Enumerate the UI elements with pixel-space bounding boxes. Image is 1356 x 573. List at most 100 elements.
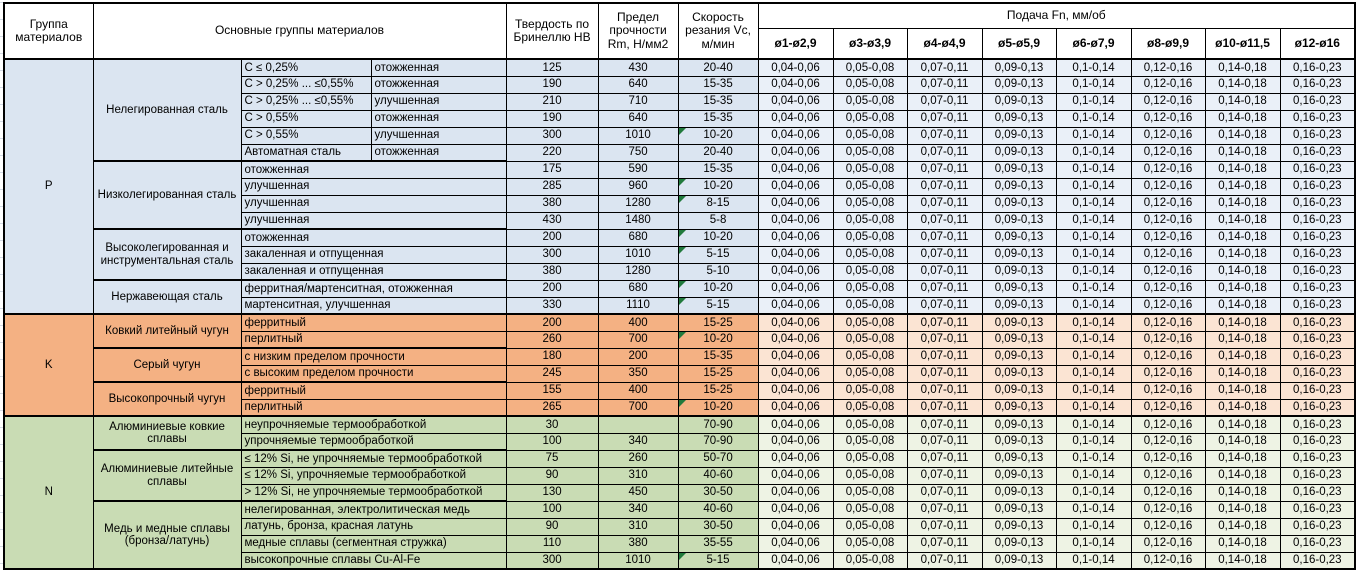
feed-value-cell: 0,05-0,08 [832,398,908,417]
speed-value-cell: 30-50 [677,517,759,536]
feed-value-cell: 0,04-0,06 [757,483,834,502]
speed-value-cell: 5-15 [677,245,759,264]
hardness-value-cell: 180 [505,347,599,366]
feed-value-cell: 0,07-0,11 [906,228,983,247]
strength-value-cell: 310 [597,517,679,536]
speed-value-cell: 40-60 [677,500,759,519]
strength-value-cell: 1280 [597,262,679,281]
feed-value-cell: 0,07-0,11 [906,143,983,162]
feed-value-cell: 0,12-0,16 [1130,347,1206,366]
feed-value-cell: 0,12-0,16 [1130,313,1206,332]
hardness-value-cell: 300 [505,126,599,145]
header-feed-diameter: ø10-ø11,5 [1204,27,1281,60]
hardness-value-cell: 300 [505,245,599,264]
header-main-groups: Основные группы материалов [92,2,507,60]
feed-value-cell: 0,14-0,18 [1204,75,1281,94]
feed-value-cell: 0,07-0,11 [906,330,983,349]
subgroup-name-cell: Нержавеющая сталь [92,279,242,315]
table-row: Нержавеющая сталь ферритная/мартенситная,… [4,279,1356,315]
feed-value-cell: 0,1-0,14 [1055,126,1132,145]
feed-value-cell: 0,07-0,11 [906,313,983,332]
hardness-value-cell: 190 [505,75,599,94]
feed-value-cell: 0,16-0,23 [1279,449,1356,468]
feed-value-cell: 0,05-0,08 [832,500,908,519]
error-flag-triangle-icon [679,230,686,237]
feed-value-cell: 0,09-0,13 [981,109,1057,128]
feed-value-cell: 0,14-0,18 [1204,551,1281,570]
feed-value-cell: 0,16-0,23 [1279,126,1356,145]
feed-value-cell: 0,1-0,14 [1055,194,1132,213]
material-desc-cell: латунь, бронза, красная латунь [240,517,507,536]
table-row: K Ковкий литейный чугун ферритный 200 400 15-… [3,313,1356,417]
hardness-value-cell: 330 [505,296,599,315]
feed-value-cell: 0,05-0,08 [832,160,908,179]
feed-value-cell: 0,12-0,16 [1130,398,1206,417]
material-desc-cell: ферритный [240,313,507,332]
feed-value-cell: 0,12-0,16 [1130,211,1206,230]
feed-value-cell: 0,07-0,11 [906,364,983,383]
table-row: латунь, бронза, красная латунь 90 310 30-50… [4,517,1356,536]
subgroup-name-cell: Медь и медные сплавы (бронза/латунь) [92,500,242,570]
error-flag-triangle-icon [679,400,686,407]
subgroup-name-cell: Высокопрочный чугун [92,381,242,417]
feed-value-cell: 0,04-0,06 [757,245,834,264]
table-row: Автоматная сталь отожженная 220 750 20-40 0,0… [4,143,1356,162]
feed-value-cell: 0,04-0,06 [757,177,834,196]
hardness-value-cell: 285 [505,177,599,196]
speed-value-cell: 5-15 [677,551,759,570]
speed-value-cell: 5-8 [677,211,759,230]
feed-value-cell: 0,05-0,08 [832,75,908,94]
feed-value-cell: 0,05-0,08 [832,194,908,213]
feed-value-cell: 0,16-0,23 [1279,313,1356,332]
feed-value-cell: 0,1-0,14 [1055,228,1132,247]
feed-value-cell: 0,05-0,08 [832,415,908,434]
hardness-value-cell: 245 [505,364,599,383]
feed-value-cell: 0,1-0,14 [1055,92,1132,111]
table-row: Медь и медные сплавы (бронза/латунь) неле… [4,500,1356,570]
feed-value-cell: 0,09-0,13 [981,483,1057,502]
material-desc-cell: высокопрочные сплавы Cu-Al-Fe [240,551,507,570]
feed-value-cell: 0,07-0,11 [906,466,983,485]
feed-value-cell: 0,04-0,06 [757,126,834,145]
feed-value-cell: 0,16-0,23 [1279,551,1356,570]
strength-value-cell: 750 [597,143,679,162]
strength-value-cell: 700 [597,330,679,349]
feed-value-cell: 0,1-0,14 [1055,500,1132,519]
hardness-value-cell: 430 [505,211,599,230]
strength-value-cell: 310 [597,466,679,485]
feed-value-cell: 0,04-0,06 [757,58,834,77]
feed-value-cell: 0,09-0,13 [981,245,1057,264]
feed-value-cell: 0,04-0,06 [757,466,834,485]
feed-value-cell: 0,09-0,13 [981,126,1057,145]
material-spec-cell: C > 0,25% ... ≤0,55% [240,92,372,111]
feed-value-cell: 0,07-0,11 [906,534,983,553]
feed-value-cell: 0,16-0,23 [1279,432,1356,451]
group-code-cell: K [3,313,94,417]
material-state-cell: отожженная [370,58,507,77]
feed-value-cell: 0,14-0,18 [1204,296,1281,315]
speed-value-cell: 20-40 [677,58,759,77]
table-row: улучшенная 430 1480 5-8 0,04-0,06 0,05-0,08 0,… [4,211,1356,230]
feed-value-cell: 0,14-0,18 [1204,109,1281,128]
feed-value-cell: 0,09-0,13 [981,228,1057,247]
feed-value-cell: 0,07-0,11 [906,92,983,111]
material-desc-cell: отожженная [240,160,507,179]
header-feed-diameter: ø8-ø9,9 [1130,27,1206,60]
feed-value-cell: 0,1-0,14 [1055,432,1132,451]
material-desc-cell: нелегированная, электролитическая медь [240,500,507,519]
feed-value-cell: 0,07-0,11 [906,75,983,94]
table-row: высокопрочные сплавы Cu-Al-Fe 300 1010 5-15… [4,551,1356,570]
feed-value-cell: 0,14-0,18 [1204,330,1281,349]
speed-value-cell: 10-20 [677,228,759,247]
header-feed-diameter: ø12-ø16 [1279,27,1356,60]
subgroup-name-cell: Нелегированная сталь [92,58,242,162]
feed-value-cell: 0,16-0,23 [1279,364,1356,383]
feed-value-cell: 0,04-0,06 [757,449,834,468]
feed-value-cell: 0,04-0,06 [757,330,834,349]
material-state-cell: улучшенная [370,126,507,145]
feed-value-cell: 0,05-0,08 [832,364,908,383]
feed-value-cell: 0,1-0,14 [1055,517,1132,536]
feed-value-cell: 0,09-0,13 [981,75,1057,94]
feed-value-cell: 0,1-0,14 [1055,245,1132,264]
material-spec-cell: C > 0,55% [240,109,372,128]
